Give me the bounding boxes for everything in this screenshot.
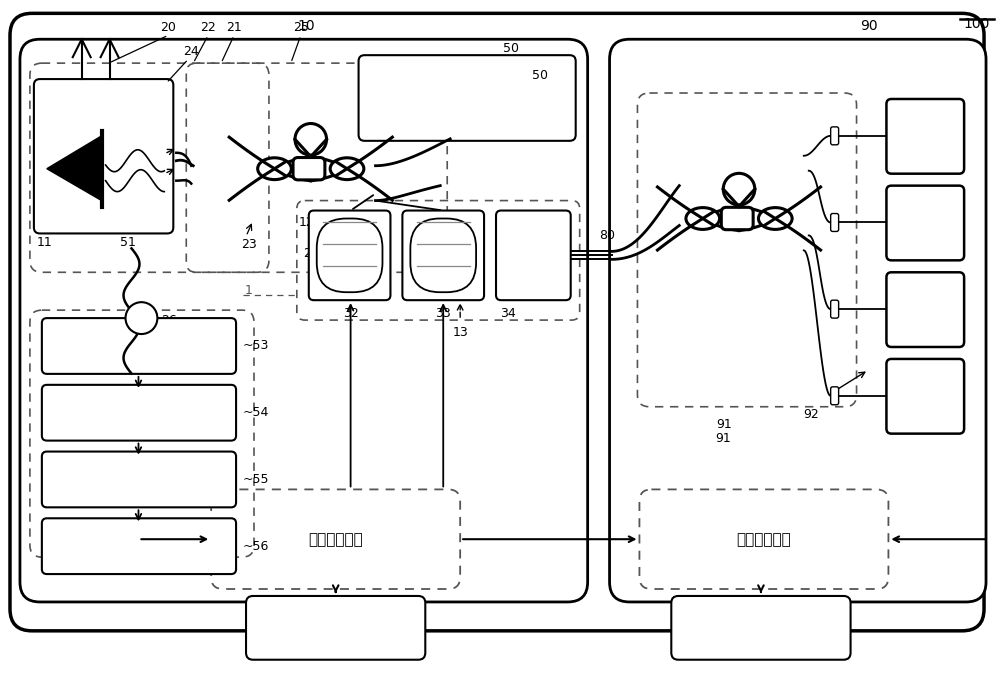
Text: 50: 50: [503, 42, 519, 55]
Text: 50: 50: [532, 69, 548, 82]
FancyBboxPatch shape: [831, 387, 839, 405]
Text: 密鑰蒸馏处理: 密鑰蒸馏处理: [737, 532, 791, 547]
Text: 10: 10: [297, 19, 315, 33]
FancyBboxPatch shape: [886, 359, 964, 433]
Text: Z: Z: [918, 126, 932, 146]
Text: X: X: [918, 300, 933, 319]
Text: 密鑰蒸馏处理: 密鑰蒸馏处理: [308, 532, 363, 547]
Text: 52: 52: [44, 536, 60, 549]
FancyBboxPatch shape: [20, 39, 588, 602]
Text: 90: 90: [860, 19, 877, 33]
Text: 密鑰: 密鑰: [751, 619, 771, 637]
FancyBboxPatch shape: [886, 272, 964, 347]
FancyBboxPatch shape: [10, 13, 984, 631]
Text: 27: 27: [303, 247, 319, 260]
Ellipse shape: [686, 207, 720, 229]
Text: 24: 24: [183, 45, 199, 58]
Text: 32: 32: [343, 307, 358, 320]
Text: 12: 12: [299, 216, 315, 229]
Text: 25: 25: [293, 21, 309, 34]
Text: 22: 22: [200, 21, 216, 34]
FancyBboxPatch shape: [721, 207, 753, 229]
Text: 91: 91: [716, 418, 732, 431]
FancyBboxPatch shape: [42, 318, 236, 374]
FancyBboxPatch shape: [309, 210, 390, 300]
Text: 23: 23: [241, 238, 257, 251]
Text: X: X: [918, 213, 933, 232]
Text: 92: 92: [803, 408, 819, 420]
FancyBboxPatch shape: [34, 79, 173, 234]
Text: ~53: ~53: [243, 339, 269, 352]
FancyBboxPatch shape: [831, 127, 839, 145]
FancyBboxPatch shape: [886, 99, 964, 174]
Text: 91: 91: [715, 431, 731, 444]
FancyBboxPatch shape: [610, 39, 986, 602]
Text: ~55: ~55: [243, 473, 270, 486]
Text: 33: 33: [435, 307, 451, 320]
Text: 26: 26: [161, 313, 177, 326]
FancyBboxPatch shape: [42, 385, 236, 440]
Text: 1: 1: [245, 284, 253, 297]
FancyBboxPatch shape: [42, 451, 236, 507]
FancyBboxPatch shape: [42, 518, 236, 574]
Text: 100: 100: [964, 17, 990, 32]
Text: Z: Z: [918, 386, 932, 405]
Text: ~54: ~54: [243, 406, 269, 419]
Ellipse shape: [758, 207, 792, 229]
Circle shape: [126, 302, 157, 334]
Text: 21: 21: [226, 21, 242, 34]
Text: 11: 11: [37, 236, 53, 249]
FancyBboxPatch shape: [246, 596, 425, 660]
FancyBboxPatch shape: [831, 214, 839, 232]
Text: 51: 51: [120, 236, 135, 249]
FancyBboxPatch shape: [886, 185, 964, 260]
Text: 20: 20: [160, 21, 176, 34]
FancyBboxPatch shape: [831, 300, 839, 318]
Ellipse shape: [258, 158, 291, 179]
Text: 密鑰: 密鑰: [326, 619, 346, 637]
FancyBboxPatch shape: [410, 218, 476, 292]
FancyBboxPatch shape: [671, 596, 851, 660]
FancyBboxPatch shape: [402, 210, 484, 300]
Text: 13: 13: [452, 326, 468, 339]
FancyBboxPatch shape: [359, 55, 576, 141]
Text: ~56: ~56: [243, 540, 269, 552]
Ellipse shape: [330, 158, 364, 179]
Text: 80: 80: [600, 229, 616, 243]
FancyBboxPatch shape: [293, 157, 325, 180]
Text: 34: 34: [500, 307, 516, 320]
FancyBboxPatch shape: [496, 210, 571, 300]
Polygon shape: [47, 136, 102, 201]
FancyBboxPatch shape: [317, 218, 382, 292]
